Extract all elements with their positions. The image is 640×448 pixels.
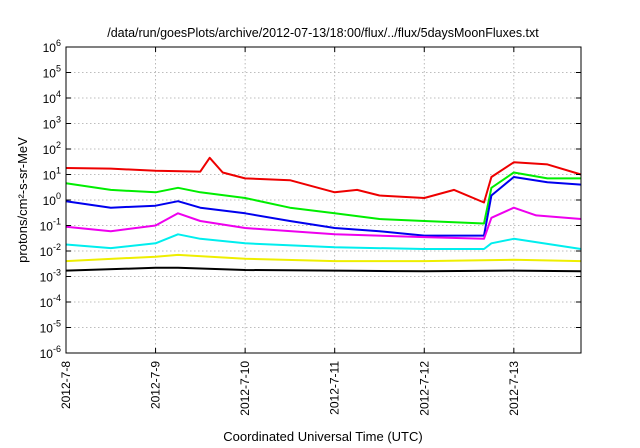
y-tick-label: 10-6 (40, 344, 61, 361)
y-tick-label: 102 (43, 140, 61, 157)
y-tick-label: 106 (43, 38, 61, 55)
y-tick-label: 101 (43, 166, 61, 183)
x-tick-label: 2012-7-11 (328, 361, 342, 415)
y-tick-label: 10-2 (40, 242, 61, 259)
y-tick-label: 10-3 (40, 268, 61, 285)
y-tick-label: 10-1 (40, 217, 61, 234)
x-tick-label: 2012-7-8 (59, 361, 73, 409)
series-line-2 (65, 171, 581, 225)
x-axis-label: Coordinated Universal Time (UTC) (223, 429, 422, 444)
y-tick-label: 10-4 (40, 293, 61, 310)
y-tick-label: 105 (43, 64, 61, 81)
y-tick-label: 104 (43, 89, 61, 106)
y-tick-label: 103 (43, 115, 61, 132)
y-axis-ticks: 10-6 10-5 10-4 10-3 10-2 10-1 100 101 102 103 104 1… (40, 38, 581, 361)
series-line-1 (65, 156, 582, 204)
x-axis-ticks: 2012-7-8 2012-7-9 2012-7-10 2012-7-11 2012-7… (59, 47, 521, 416)
series-line-5 (65, 233, 582, 250)
y-axis-label: protons/cm²-s-sr-MeV (15, 137, 30, 263)
grid (66, 47, 581, 353)
series-line-3 (65, 176, 582, 237)
y-tick-label: 10-5 (40, 319, 61, 336)
chart-title: /data/run/goesPlots/archive/2012-07-13/1… (107, 26, 539, 40)
x-tick-label: 2012-7-10 (238, 361, 252, 416)
x-tick-label: 2012-7-13 (507, 361, 521, 416)
series-lines (65, 156, 582, 273)
x-tick-label: 2012-7-9 (149, 361, 163, 409)
x-tick-label: 2012-7-12 (417, 361, 431, 416)
series-line-7 (65, 266, 582, 273)
series-line-4 (65, 206, 582, 240)
y-tick-label: 100 (43, 191, 61, 208)
series-line-6 (65, 253, 582, 263)
